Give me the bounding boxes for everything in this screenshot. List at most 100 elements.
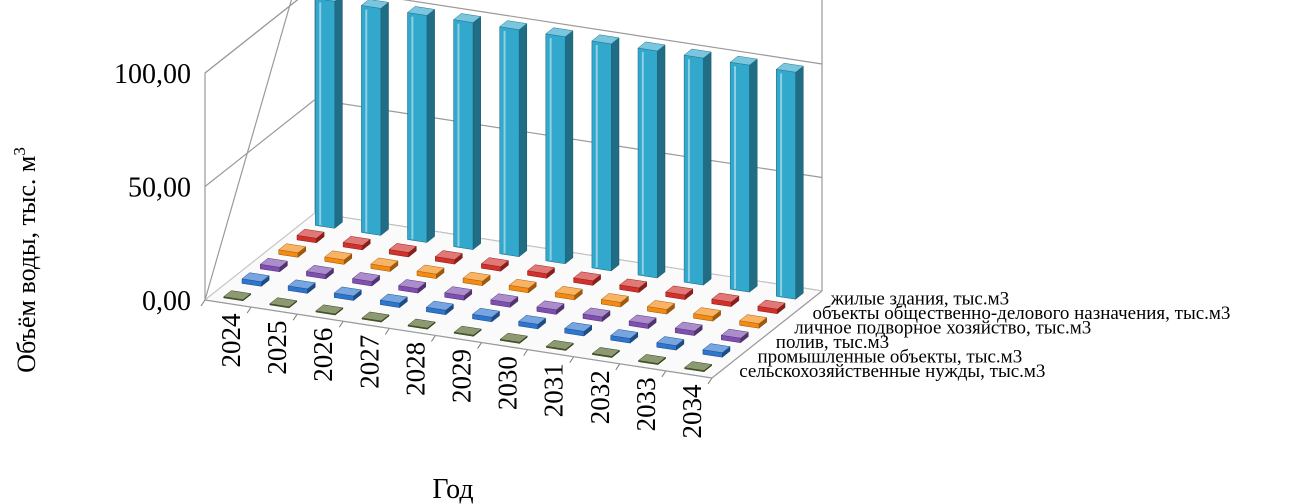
bar-side-face (795, 65, 804, 300)
bar-2030-series-5 (572, 271, 602, 286)
bar-top-face (324, 250, 353, 261)
x-tick-label: 2032 (585, 370, 615, 424)
bar-side-face (518, 23, 528, 258)
bar-top-face (545, 27, 574, 38)
bar-top-face (683, 361, 713, 371)
bar-2030-series-4 (554, 286, 583, 301)
bar-top-face (508, 278, 537, 289)
y-axis-label-superscript: 3 (10, 147, 29, 156)
bar-top-face (674, 321, 703, 332)
bar-2034-series-4 (738, 314, 768, 329)
bar-2026-series-1 (315, 304, 344, 316)
bar-top-face (757, 299, 786, 310)
x-tick-mark (615, 363, 621, 371)
bar-top-face (720, 328, 749, 339)
bar-2033-series-5 (711, 292, 740, 308)
bar-2028-series-1 (407, 318, 436, 330)
bar-side-face (472, 15, 481, 251)
bar-top-face (637, 354, 667, 364)
bar-2031-series-5 (619, 278, 648, 294)
bar-top-face (315, 304, 344, 315)
bar-front-face (683, 54, 704, 286)
bar-top-face (637, 41, 666, 52)
bar-2027-series-4 (416, 264, 445, 280)
bar-2033-series-3 (674, 321, 703, 337)
bar-top-face (499, 332, 528, 343)
bar-top-face (665, 285, 694, 296)
bar-top-face (692, 307, 722, 317)
bar-2034-series-5 (757, 299, 786, 315)
bar-2024-series-5 (296, 228, 325, 244)
bar-side-face (703, 51, 712, 286)
bar-front-face (637, 47, 658, 279)
x-axis-line (204, 299, 713, 379)
bar-2026-series-3 (351, 272, 381, 287)
series-label: промышленные объекты, тыс.м3 (758, 346, 1023, 367)
bar-2024-series-1 (223, 290, 252, 302)
x-tick-label: 2024 (216, 313, 246, 368)
bar-top-face (269, 297, 298, 308)
bar-top-face (452, 13, 482, 23)
y-axis-label-main: Объём воды, тыс. м (12, 156, 41, 373)
x-axis-tick-labels: 2024 2025 2026 2027 2028 2029 2030 2031 2032 2033… (216, 313, 707, 439)
bar-2025-series-4 (324, 250, 353, 265)
bar-top-face (572, 271, 602, 282)
bar-2030-series-1 (499, 332, 528, 344)
bar-top-face (564, 322, 593, 332)
bar-2031-series-2 (564, 322, 593, 337)
x-tick-mark (384, 328, 390, 335)
y-axis-label: Объём воды, тыс. м3 (10, 147, 41, 373)
y-tick-label: 0,00 (142, 286, 191, 317)
bar-2033-series-2 (656, 336, 685, 351)
bar-top-face (480, 257, 510, 267)
bar-2034-series-2 (702, 343, 731, 358)
bar-top-face (702, 343, 731, 353)
bar-top-face (591, 347, 621, 357)
bar-2032-series-1 (591, 347, 621, 359)
bar-2030-series-2 (517, 315, 547, 330)
bar-side-face (426, 8, 435, 244)
bar-top-face (287, 279, 316, 290)
bar-top-face (610, 329, 639, 339)
bar-side-face (657, 44, 666, 279)
bar-top-face (241, 272, 270, 283)
bar-top-face (324, 0, 337, 2)
bar-2024-series-2 (241, 272, 270, 287)
bar-2028-series-4 (462, 271, 491, 287)
bar-top-face (305, 265, 335, 275)
bar-2028-series-5 (480, 257, 510, 272)
x-axis-label: Год (432, 474, 473, 504)
series-label: жилые здания, тыс.м3 (830, 288, 1009, 309)
bar-2029-series-3 (490, 293, 519, 308)
x-tick-mark (707, 377, 713, 385)
bar-side-face (611, 37, 620, 272)
x-tick-label: 2033 (631, 377, 661, 431)
bar-top-face (388, 243, 417, 253)
bar-2030-series-3 (536, 300, 565, 315)
bar-front-face (453, 19, 474, 250)
bar-top-face (342, 236, 371, 246)
bar-top-face (278, 243, 307, 254)
bar-2032-series-5 (665, 285, 694, 301)
bar-top-face (416, 264, 445, 275)
bar-2032-series-2 (610, 329, 639, 344)
bar-2025-series-5 (342, 236, 371, 251)
bar-front-face (407, 12, 428, 243)
bar-top-face (223, 290, 252, 300)
bar-top-face (738, 314, 768, 324)
bar-2031-series-1 (545, 340, 575, 352)
bar-top-face (656, 336, 685, 346)
bar-top-face (775, 62, 804, 73)
bar-top-face (683, 48, 712, 59)
bar-2025-series-1 (269, 297, 298, 309)
bar-2032-series-3 (628, 314, 657, 330)
bar-top-face (545, 340, 575, 350)
bar-front-face (729, 61, 750, 293)
bar-top-face (406, 6, 436, 16)
x-tick-label: 2025 (262, 321, 292, 375)
gridline (204, 0, 823, 74)
bar-top-face (444, 286, 473, 296)
x-tick-label: 2027 (354, 335, 384, 389)
x-tick-label: 2026 (308, 328, 338, 382)
bar-top-face (628, 314, 657, 325)
